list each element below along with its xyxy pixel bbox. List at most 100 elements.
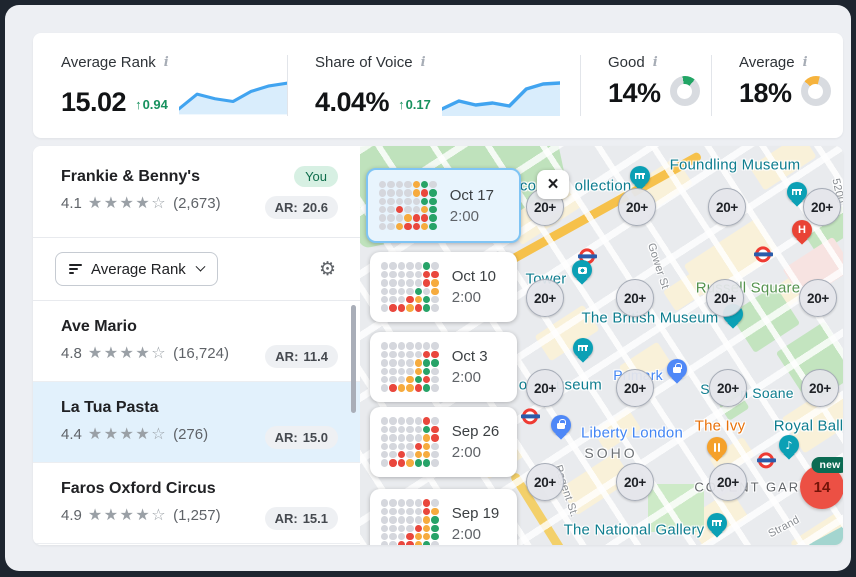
timeline-card[interactable]: Oct 10 2:00 — [370, 252, 517, 322]
stat-delta: ↑ 0.94 — [135, 97, 168, 112]
bag-poi-icon — [551, 415, 571, 435]
sparkline-chart — [178, 81, 287, 115]
close-icon: × — [547, 174, 559, 195]
arrow-up-icon: ↑ — [135, 97, 142, 112]
stat-share-of-voice: Share of Voice i 4.04% ↑ 0.17 — [287, 33, 580, 138]
camera-poi-icon — [572, 260, 592, 280]
rank-heatmap-grid — [379, 180, 437, 231]
business-name: Ave Mario — [61, 318, 137, 335]
tube-poi-icon — [753, 246, 773, 263]
sort-dropdown[interactable]: Average Rank — [55, 252, 218, 286]
cluster-pin[interactable]: 20+ — [799, 279, 837, 317]
stat-average: Average i 18% — [711, 33, 843, 138]
review-count: (2,673) — [173, 195, 221, 212]
list-toolbar: Average Rank ⚙ — [33, 237, 360, 301]
museum-poi-icon — [787, 182, 807, 202]
timeline-card[interactable]: Oct 17 2:00 — [366, 168, 521, 243]
timeline-time: 2:00 — [451, 289, 481, 306]
stat-label: Average Rank — [61, 54, 156, 71]
timeline-date: Sep 26 — [451, 423, 500, 440]
cluster-pin[interactable]: 20+ — [616, 279, 654, 317]
competitor-row[interactable]: Faros Oxford Circus 4.9 ★★★★☆ (1,257) AR… — [33, 463, 360, 544]
rating-value: 4.1 — [61, 195, 82, 212]
info-icon[interactable]: i — [163, 55, 169, 70]
timeline-time: 2:00 — [451, 444, 481, 461]
tube-poi-icon — [756, 452, 776, 469]
sparkline-chart — [441, 81, 560, 116]
museum-poi-icon — [707, 513, 727, 533]
stats-summary-card: Average Rank i 15.02 ↑ 0.94 Share of Voic… — [33, 33, 843, 138]
timeline-time: 2:00 — [451, 369, 481, 386]
museum-poi-icon — [630, 166, 650, 186]
your-business-row[interactable]: Frankie & Benny's You 4.1 ★★★★☆ (2,673) … — [33, 146, 360, 237]
main-card: Frankie & Benny's You 4.1 ★★★★☆ (2,673) … — [33, 146, 843, 545]
info-icon[interactable]: i — [420, 55, 426, 70]
info-icon[interactable]: i — [652, 55, 658, 70]
stat-average-rank: Average Rank i 15.02 ↑ 0.94 — [33, 33, 287, 138]
info-icon[interactable]: i — [802, 55, 808, 70]
bag-poi-icon — [667, 359, 687, 379]
cluster-pin[interactable]: 20+ — [706, 279, 744, 317]
star-rating: ★★★★☆ — [87, 425, 168, 443]
timeline-time: 2:00 — [449, 207, 479, 225]
stat-value: 18% — [739, 77, 792, 108]
rank-heatmap-grid — [381, 417, 439, 467]
timeline-date: Oct 17 — [449, 186, 494, 204]
competitor-row[interactable]: Ave Mario 4.8 ★★★★☆ (16,724) AR: 11.4 — [33, 301, 360, 382]
stat-label: Share of Voice — [315, 54, 413, 71]
timeline-card[interactable]: Sep 19 2:00 — [370, 489, 517, 545]
star-rating: ★★★★☆ — [87, 506, 168, 524]
new-badge: new — [811, 457, 843, 473]
cluster-pin[interactable]: 20+ — [526, 463, 564, 501]
fork-poi-icon — [707, 437, 727, 457]
cluster-pin[interactable]: 20+ — [803, 188, 841, 226]
cluster-pin[interactable]: 20+ — [709, 369, 747, 407]
hospital-poi-icon: H — [792, 220, 812, 240]
cluster-pin[interactable]: 20+ — [618, 188, 656, 226]
stat-value: 14% — [608, 77, 661, 108]
stat-delta: ↑ 0.17 — [398, 97, 431, 112]
review-count: (1,257) — [173, 507, 221, 524]
map-place-label: The British Museum — [581, 309, 719, 327]
review-count: (276) — [173, 426, 209, 443]
business-list-panel: Frankie & Benny's You 4.1 ★★★★☆ (2,673) … — [33, 146, 360, 545]
list-scrollbar[interactable] — [351, 305, 356, 413]
app-surface: Average Rank i 15.02 ↑ 0.94 Share of Voic… — [5, 5, 851, 571]
business-name: Frankie & Benny's — [61, 168, 200, 185]
stat-value: 4.04% — [315, 86, 390, 117]
timeline-date: Oct 3 — [451, 348, 488, 365]
sort-icon — [69, 263, 82, 275]
stat-good: Good i 14% — [580, 33, 711, 138]
cluster-pin[interactable]: 20+ — [708, 188, 746, 226]
stat-label: Good — [608, 54, 645, 71]
cluster-pin[interactable]: 20+ — [616, 369, 654, 407]
cluster-pin[interactable]: 20+ — [616, 463, 654, 501]
donut-chart — [800, 76, 831, 106]
stat-label: Average — [739, 54, 795, 71]
stat-value: 15.02 — [61, 86, 127, 117]
map-place-label: n Soane — [740, 385, 794, 401]
cluster-pin[interactable]: 20+ — [801, 369, 839, 407]
music-poi-icon: ♪ — [779, 435, 799, 455]
rank-heatmap-grid — [381, 499, 439, 545]
star-rating: ★★★★☆ — [87, 344, 168, 362]
timeline-card[interactable]: Sep 26 2:00 — [370, 407, 517, 477]
cluster-pin[interactable]: 20+ — [709, 463, 747, 501]
competitor-row[interactable]: La Tua Pasta 4.4 ★★★★☆ (276) AR: 15.0 — [33, 382, 360, 463]
rank-heatmap-grid — [381, 342, 439, 392]
timeline-card[interactable]: Oct 3 2:00 — [370, 332, 517, 402]
close-button[interactable]: × — [537, 170, 569, 199]
tube-poi-icon — [520, 408, 540, 425]
timeline-date: Sep 19 — [451, 505, 500, 522]
rating-value: 4.9 — [61, 507, 82, 524]
donut-chart — [669, 76, 700, 106]
you-badge: You — [294, 166, 338, 187]
gear-icon[interactable]: ⚙ — [318, 258, 336, 280]
arrow-up-icon: ↑ — [398, 97, 405, 112]
rating-value: 4.4 — [61, 426, 82, 443]
rating-value: 4.8 — [61, 345, 82, 362]
cluster-pin[interactable]: 20+ — [526, 279, 564, 317]
timeline-time: 2:00 — [451, 526, 481, 543]
cluster-pin[interactable]: 20+ — [526, 369, 564, 407]
